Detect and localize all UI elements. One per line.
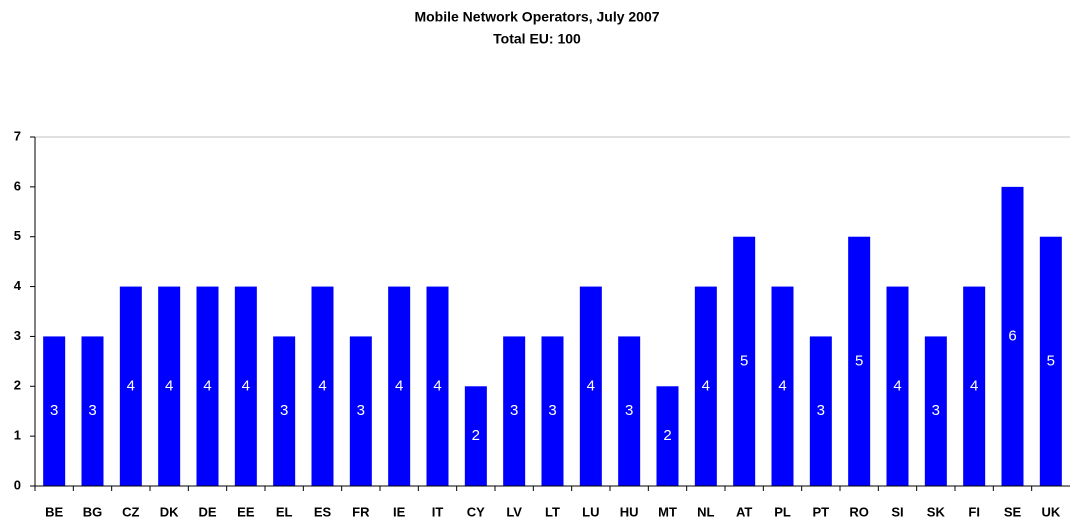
bar bbox=[81, 336, 104, 486]
bar bbox=[656, 386, 679, 486]
x-tick-label: EL bbox=[276, 504, 293, 519]
x-tick-label: PT bbox=[813, 504, 830, 519]
value-label: 4 bbox=[778, 377, 786, 394]
bar bbox=[273, 336, 296, 486]
x-tick-label: DE bbox=[198, 504, 216, 519]
bar bbox=[388, 286, 411, 486]
value-label: 4 bbox=[893, 377, 901, 394]
x-tick-label: BE bbox=[45, 504, 63, 519]
bar bbox=[694, 286, 717, 486]
value-label: 3 bbox=[625, 402, 633, 419]
bar bbox=[579, 286, 602, 486]
y-tick-label: 5 bbox=[14, 228, 21, 243]
chart-title: Mobile Network Operators, July 2007 bbox=[414, 9, 659, 25]
x-tick-label: ES bbox=[314, 504, 332, 519]
bar bbox=[426, 286, 449, 486]
bar bbox=[963, 286, 986, 486]
value-label: 6 bbox=[1008, 327, 1016, 344]
value-label: 3 bbox=[50, 402, 58, 419]
bar bbox=[771, 286, 794, 486]
bar bbox=[464, 386, 487, 486]
bar bbox=[733, 236, 756, 486]
value-label: 4 bbox=[970, 377, 978, 394]
bar bbox=[311, 286, 334, 486]
x-tick-label: LT bbox=[545, 504, 560, 519]
x-tick-label: FR bbox=[352, 504, 370, 519]
x-tick-label: CY bbox=[467, 504, 485, 519]
x-tick-label: IE bbox=[393, 504, 406, 519]
bar bbox=[43, 336, 66, 486]
y-tick-label: 0 bbox=[14, 477, 21, 492]
bar bbox=[503, 336, 526, 486]
x-tick-label: FI bbox=[968, 504, 980, 519]
value-label: 4 bbox=[127, 377, 135, 394]
value-label: 4 bbox=[587, 377, 595, 394]
bar bbox=[196, 286, 219, 486]
value-label: 3 bbox=[357, 402, 365, 419]
bar bbox=[924, 336, 947, 486]
value-label: 2 bbox=[663, 427, 671, 444]
y-tick-label: 2 bbox=[14, 378, 21, 393]
bar bbox=[1039, 236, 1062, 486]
value-label: 4 bbox=[395, 377, 403, 394]
x-tick-label: EE bbox=[237, 504, 255, 519]
x-tick-label: LU bbox=[582, 504, 599, 519]
value-label: 3 bbox=[88, 402, 96, 419]
chart-subtitle: Total EU: 100 bbox=[493, 31, 581, 47]
value-label: 4 bbox=[165, 377, 173, 394]
y-tick-label: 1 bbox=[14, 428, 21, 443]
value-label: 5 bbox=[855, 352, 863, 369]
value-label: 4 bbox=[203, 377, 211, 394]
x-tick-label: AT bbox=[736, 504, 752, 519]
value-label: 3 bbox=[510, 402, 518, 419]
y-tick-label: 7 bbox=[14, 128, 21, 143]
bar bbox=[541, 336, 564, 486]
y-tick-label: 4 bbox=[14, 278, 22, 293]
value-label: 3 bbox=[817, 402, 825, 419]
x-tick-label: IT bbox=[432, 504, 444, 519]
value-label: 5 bbox=[1047, 352, 1055, 369]
value-label: 3 bbox=[932, 402, 940, 419]
bar bbox=[618, 336, 641, 486]
y-tick-label: 3 bbox=[14, 328, 21, 343]
value-label: 4 bbox=[318, 377, 326, 394]
x-tick-label: DK bbox=[160, 504, 179, 519]
value-label: 5 bbox=[740, 352, 748, 369]
value-label: 4 bbox=[242, 377, 250, 394]
value-label: 4 bbox=[702, 377, 710, 394]
x-tick-label: BG bbox=[83, 504, 103, 519]
x-tick-label: SE bbox=[1004, 504, 1022, 519]
bar bbox=[234, 286, 257, 486]
x-tick-label: SK bbox=[927, 504, 946, 519]
x-tick-label: NL bbox=[697, 504, 714, 519]
y-tick-label: 6 bbox=[14, 178, 21, 193]
bar bbox=[848, 236, 871, 486]
x-tick-label: CZ bbox=[122, 504, 139, 519]
value-label: 2 bbox=[472, 427, 480, 444]
bar bbox=[886, 286, 909, 486]
value-label: 3 bbox=[280, 402, 288, 419]
bar bbox=[1001, 186, 1024, 486]
x-tick-label: HU bbox=[620, 504, 639, 519]
value-label: 4 bbox=[433, 377, 441, 394]
x-tick-label: SI bbox=[891, 504, 903, 519]
x-tick-label: RO bbox=[849, 504, 869, 519]
bar bbox=[119, 286, 142, 486]
x-tick-label: MT bbox=[658, 504, 677, 519]
x-tick-label: UK bbox=[1041, 504, 1060, 519]
bar bbox=[349, 336, 372, 486]
x-tick-label: PL bbox=[774, 504, 791, 519]
x-tick-label: LV bbox=[506, 504, 522, 519]
value-label: 3 bbox=[548, 402, 556, 419]
bar bbox=[158, 286, 181, 486]
bar bbox=[809, 336, 832, 486]
